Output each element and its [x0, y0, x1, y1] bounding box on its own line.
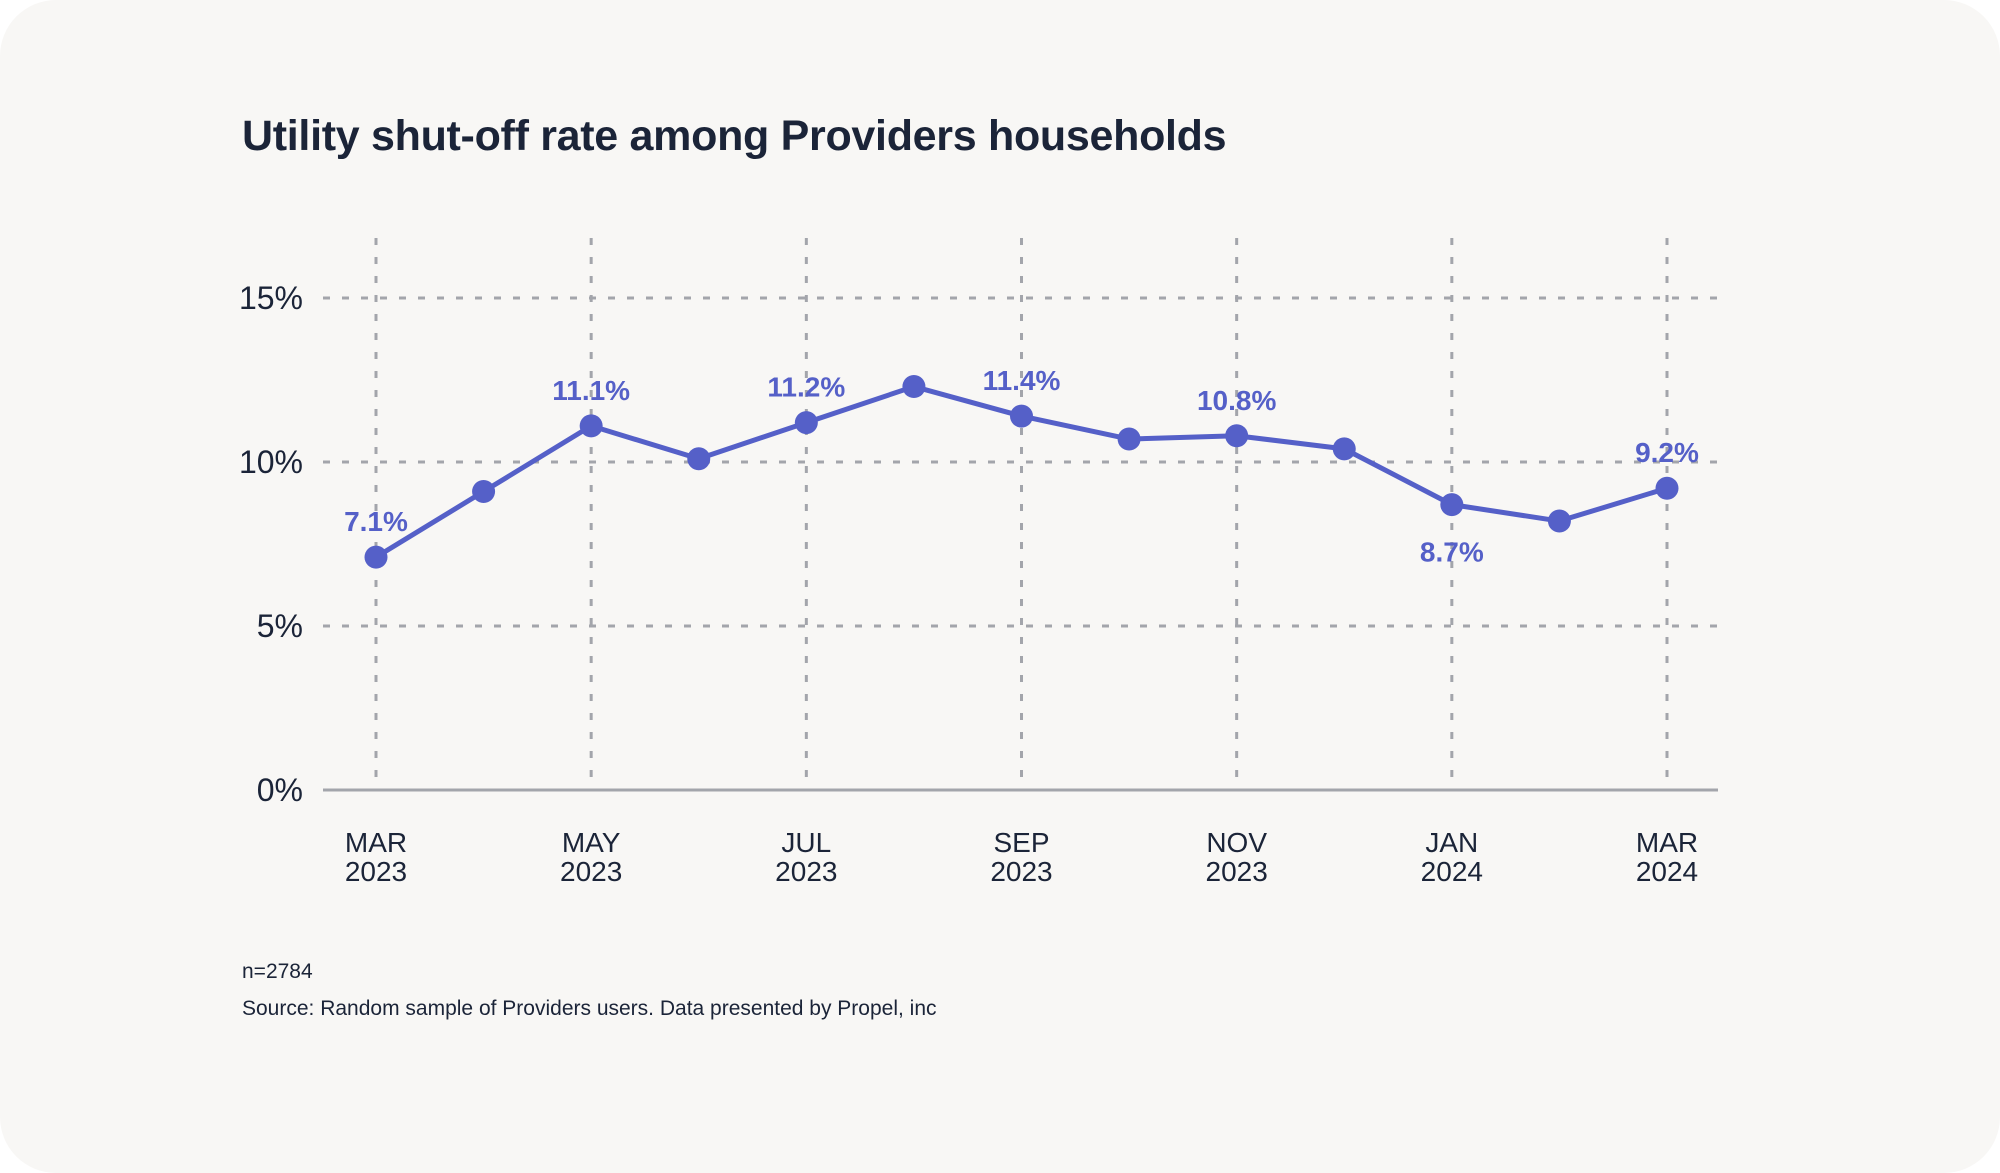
- horizontal-gridlines: [323, 296, 1718, 628]
- data-point: [579, 414, 603, 438]
- data-label: 7.1%: [344, 506, 408, 537]
- y-tick-label: 15%: [239, 280, 303, 316]
- y-tick-label: 10%: [239, 444, 303, 480]
- data-point: [1440, 493, 1464, 517]
- data-labels: 7.1% 11.1% 11.2% 11.4% 10.8% 8.7% 9.2%: [344, 365, 1699, 568]
- chart-title: Utility shut-off rate among Providers ho…: [242, 112, 1227, 160]
- x-tick-month: NOV: [1206, 827, 1267, 858]
- data-point: [1225, 424, 1249, 448]
- vertical-gridlines: [374, 238, 1669, 790]
- data-label: 11.1%: [552, 375, 630, 406]
- y-tick-label: 5%: [257, 608, 303, 644]
- x-tick-month: MAR: [1636, 827, 1698, 858]
- data-point: [687, 447, 711, 471]
- data-label: 11.4%: [983, 365, 1061, 396]
- data-point: [1010, 404, 1033, 428]
- x-tick-month: JUL: [781, 827, 831, 858]
- source-note: Source: Random sample of Providers users…: [242, 997, 937, 1020]
- data-point: [1117, 427, 1141, 451]
- data-point: [1332, 437, 1356, 461]
- x-tick-year: 2023: [560, 856, 622, 887]
- data-point: [472, 480, 496, 504]
- x-tick-year: 2023: [775, 856, 837, 887]
- x-tick-month: JAN: [1425, 827, 1478, 858]
- x-axis-ticks: MAR2023MAY2023JUL2023SEP2023NOV2023JAN20…: [345, 827, 1698, 887]
- x-tick-year: 2024: [1421, 856, 1483, 887]
- x-tick-month: SEP: [993, 827, 1049, 858]
- x-tick-year: 2023: [990, 856, 1052, 887]
- data-point: [902, 375, 926, 399]
- x-tick-month: MAY: [562, 827, 621, 858]
- data-point: [794, 411, 818, 435]
- data-point: [1547, 509, 1571, 533]
- x-tick-year: 2024: [1636, 856, 1698, 887]
- data-point: [364, 545, 388, 569]
- data-points: [364, 375, 1679, 569]
- y-axis-ticks: 0% 5% 10% 15%: [239, 280, 303, 808]
- x-tick-month: MAR: [345, 827, 407, 858]
- data-label: 8.7%: [1420, 537, 1484, 568]
- data-point: [1655, 476, 1679, 500]
- data-label: 9.2%: [1635, 437, 1699, 468]
- y-tick-label: 0%: [257, 772, 303, 808]
- x-tick-year: 2023: [1206, 856, 1268, 887]
- data-label: 11.2%: [767, 372, 845, 403]
- sample-size-note: n=2784: [242, 960, 313, 983]
- data-label: 10.8%: [1197, 385, 1276, 416]
- x-tick-year: 2023: [345, 856, 407, 887]
